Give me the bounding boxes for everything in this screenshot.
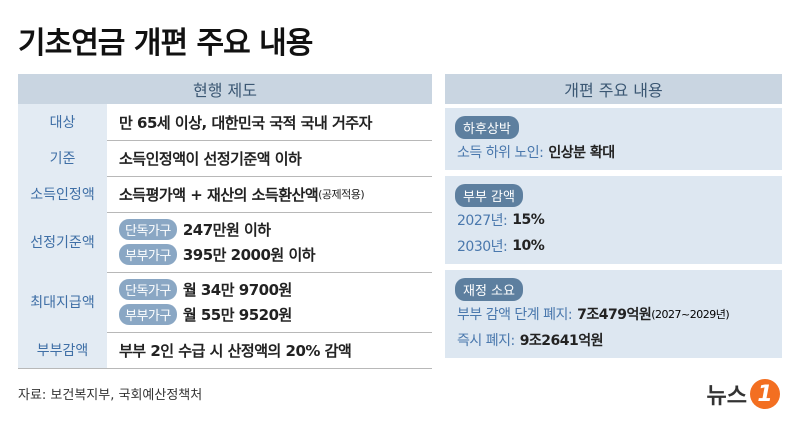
household-tag: 부부가구 [119,304,177,325]
content-line: 부부가구 월 55만 9520원 [119,304,432,325]
section-line: 2027년: 15% [457,207,782,233]
content-note: (공제적용) [318,188,365,201]
content-text: 만 65세 이상, 대한민국 국적 국내 거주자 [119,113,372,132]
section-line: 소득 하위 노인: 인상분 확대 [457,139,782,165]
section-tag: 부부 감액 [455,184,523,207]
row-content: 부부 2인 수급 시 산정액의 20% 감액 [107,332,432,368]
table-row: 부부감액 부부 2인 수급 시 산정액의 20% 감액 [18,332,432,369]
row-label: 기준 [18,140,107,176]
section-line: 즉시 폐지: 9조2641억원 [457,327,782,353]
content-line: 소득평가액 + 재산의 소득환산액 (공제적용) [119,184,432,205]
table-row: 소득인정액 소득평가액 + 재산의 소득환산액 (공제적용) [18,176,432,213]
logo-mark: 1 [750,379,780,409]
content-text: 월 55만 9520원 [182,306,292,324]
table-row: 대상 만 65세 이상, 대한민국 국적 국내 거주자 [18,104,432,141]
row-label: 소득인정액 [18,176,107,212]
section-line: 2030년: 10% [457,233,782,259]
line-value: 인상분 확대 [548,145,615,161]
logo-name: 뉴스 [706,384,747,409]
line-value: 15% [512,212,545,228]
title: 기초연금 개편 주요 내용 [18,26,313,61]
content-text: 월 34만 9700원 [182,281,292,299]
logo: 뉴스 1 [707,378,780,410]
section-tag: 재정 소요 [455,278,523,301]
household-tag: 단독가구 [119,219,177,240]
row-content: 소득평가액 + 재산의 소득환산액 (공제적용) [107,176,432,212]
row-label: 선정기준액 [18,212,107,272]
content-text: 247만원 이하 [182,221,271,239]
reform-section: 부부 감액 2027년: 15% 2030년: 10% [445,176,782,264]
row-label: 부부감액 [18,332,107,368]
reform-header: 개편 주요 내용 [445,74,782,104]
content-line: 부부가구 395만 2000원 이하 [119,244,432,265]
line-label: 2027년: [457,213,508,229]
household-tag: 단독가구 [119,279,177,300]
content-line: 부부 2인 수급 시 산정액의 20% 감액 [119,340,432,361]
line-label: 소득 하위 노인: [457,145,544,161]
content-line: 단독가구 월 34만 9700원 [119,279,432,300]
row-label: 최대지급액 [18,272,107,332]
line-label: 2030년: [457,239,508,255]
reform-section: 재정 소요 부부 감액 단계 폐지: 7조479억원 (2027~2029년) 즉시 폐… [445,270,782,358]
section-line: 부부 감액 단계 폐지: 7조479억원 (2027~2029년) [457,301,782,327]
current-header: 현행 제도 [18,74,432,104]
content-line: 만 65세 이상, 대한민국 국적 국내 거주자 [119,112,432,133]
reform-section: 하후상박 소득 하위 노인: 인상분 확대 [445,108,782,170]
content-line: 단독가구 247만원 이하 [119,219,432,240]
source: 자료: 보건복지부, 국회예산정책처 [18,388,203,403]
table-row: 기준 소득인정액이 선정기준액 이하 [18,140,432,177]
row-content: 소득인정액이 선정기준액 이하 [107,140,432,176]
line-value: 10% [512,238,545,254]
household-tag: 부부가구 [119,244,177,265]
line-label: 즉시 폐지: [457,333,515,349]
content-text: 소득인정액이 선정기준액 이하 [119,149,302,168]
line-value: 9조2641억원 [519,333,604,349]
line-label: 부부 감액 단계 폐지: [457,307,573,323]
line-note: (2027~2029년) [651,308,730,321]
row-label: 대상 [18,104,107,140]
content-line: 소득인정액이 선정기준액 이하 [119,148,432,169]
section-tag: 하후상박 [455,116,519,139]
content-text: 소득평가액 + 재산의 소득환산액 [119,185,319,204]
content-text: 부부 2인 수급 시 산정액의 20% 감액 [119,341,352,360]
content-text: 395만 2000원 이하 [182,246,316,264]
row-content: 만 65세 이상, 대한민국 국적 국내 거주자 [107,104,432,140]
line-value: 7조479억원 [577,307,652,323]
